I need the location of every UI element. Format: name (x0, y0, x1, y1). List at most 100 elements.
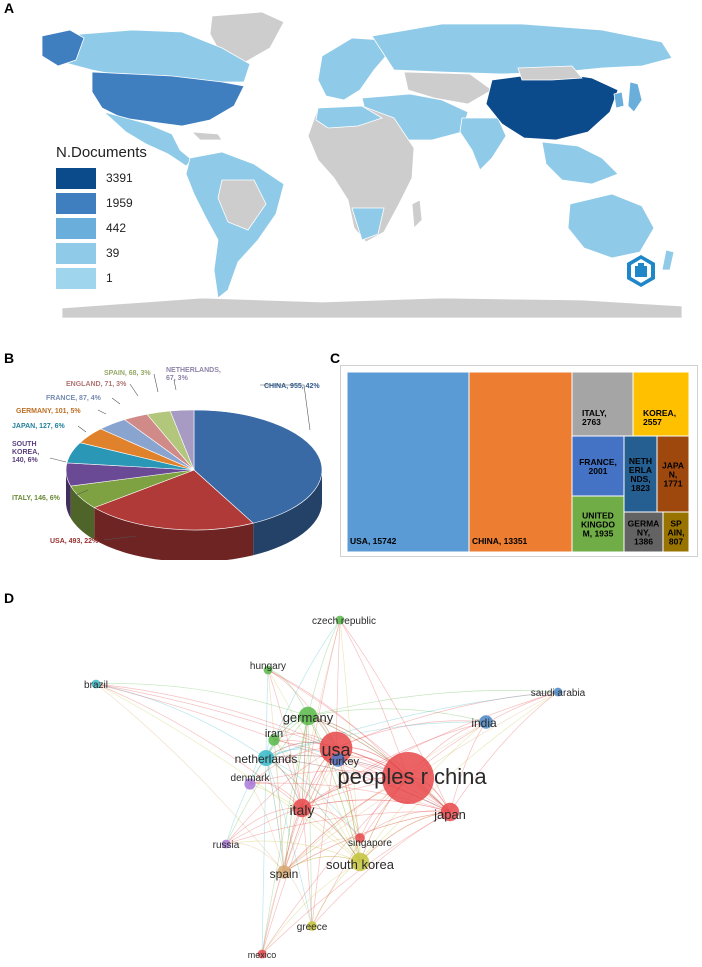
map-region-madagascar (411, 199, 423, 229)
network-edge (95, 683, 337, 749)
treemap-cell-9 (662, 511, 690, 553)
network-node-spain (277, 865, 291, 879)
network-edge (335, 619, 341, 749)
network-edge (273, 739, 361, 863)
treemap-chart: USA, 15742 CHINA, 13351 ITALY, 2763 KOREA, 25… (346, 371, 690, 553)
network-edge (95, 683, 285, 873)
network-node-usa (319, 731, 353, 765)
map-region-antarctica (61, 297, 683, 319)
pie-data-label: CHINA, 955, 42% (264, 383, 320, 390)
map-region-north-africa (315, 105, 383, 129)
network-edge (265, 669, 269, 759)
world-map (41, 11, 683, 319)
network-node-mexico (257, 949, 267, 959)
map-region-se-asia (541, 141, 619, 185)
treemap-cell-0 (346, 371, 470, 553)
network-node-saudi-arabia (553, 687, 563, 697)
network-edge (301, 721, 487, 809)
treemap-label: UNITED KINGDO M, 1935 (581, 511, 615, 539)
network-edge (265, 757, 313, 927)
map-region-usa (91, 71, 245, 127)
network-edge (261, 757, 267, 955)
network-edge (95, 683, 267, 759)
network-edge (267, 669, 303, 809)
pie-chart: CHINA, 955, 42% USA, 493, 22% ITALY, 146, … (12, 367, 323, 562)
network-node-label: usa (321, 740, 351, 760)
network-node-label: iran (265, 728, 283, 740)
network-node-label: india (471, 716, 497, 730)
network-node-label: singapore (348, 838, 392, 849)
network-edge (335, 691, 559, 749)
pie-data-label: SOUTH KOREA, 140, 6% (12, 441, 39, 464)
treemap-label: JAPA N, 1771 (662, 461, 684, 489)
treemap-panel: USA, 15742 CHINA, 13351 ITALY, 2763 KOREA, 25… (340, 365, 698, 557)
treemap-cell-6 (656, 435, 690, 513)
pie-chart-panel: CHINA, 955, 42% USA, 493, 22% ITALY, 146, … (4, 350, 339, 562)
map-region-russia (371, 23, 673, 75)
map-legend-swatch (56, 168, 96, 189)
network-edge (265, 757, 361, 839)
logo-icon (627, 255, 655, 287)
network-node-label: hungary (250, 661, 286, 672)
network-edge (359, 691, 559, 863)
network-edge (261, 861, 361, 955)
pie-slice-side (94, 507, 254, 562)
pie-slice-netherlands (169, 409, 195, 471)
network-node-denmark (244, 778, 256, 790)
network-edge (95, 683, 409, 779)
network-node-czech-republic (335, 615, 345, 625)
network-edge (307, 708, 487, 723)
pie-data-label: GERMANY, 101, 5% (16, 408, 81, 415)
network-edge (359, 811, 451, 863)
network-node-label: czech republic (312, 616, 376, 627)
network-edge (283, 811, 451, 873)
network-edge (283, 759, 339, 873)
network-node-singapore (355, 833, 365, 843)
network-node-label: italy (290, 802, 315, 818)
map-legend-label: 1 (106, 271, 113, 285)
map-legend-swatch (56, 243, 96, 264)
network-node-label: greece (297, 922, 328, 933)
network-edge (307, 715, 361, 863)
network-edge (307, 619, 341, 717)
map-legend-label: 1959 (106, 196, 133, 210)
network-node-label: russia (213, 840, 240, 851)
network-edge (267, 669, 361, 863)
network-node-label: denmark (231, 773, 271, 784)
network-node-india (479, 715, 493, 729)
treemap-cell-1 (468, 371, 573, 553)
network-edge (95, 683, 303, 809)
network-node-label: japan (433, 807, 466, 822)
network-edge (311, 811, 451, 927)
map-region-japan (627, 81, 643, 113)
network-edge (249, 783, 285, 873)
network-edge (261, 715, 309, 955)
pie-slice-side (66, 469, 71, 519)
network-edge (95, 683, 361, 863)
treemap-label: KOREA, 2557 (643, 408, 676, 427)
treemap-label: GERMA NY, 1386 (628, 519, 660, 547)
network-edge (261, 871, 285, 955)
pie-slice-usa (93, 469, 254, 531)
network-node-greece (307, 921, 317, 931)
network-edge (307, 715, 451, 813)
network-edge (301, 619, 341, 809)
pie-data-label: NETHERLANDS, 67, 3% (166, 367, 221, 382)
network-node-italy (292, 798, 312, 818)
pie-leader-line (260, 384, 311, 431)
pie-leader-line (73, 489, 89, 497)
network-edge (265, 757, 361, 863)
network-node-label: mexico (248, 950, 277, 960)
map-region-greenland (209, 11, 285, 65)
network-edge (265, 757, 285, 873)
network-edge (225, 842, 285, 873)
treemap-cell-4 (571, 435, 625, 497)
map-legend-title: N.Documents (56, 144, 147, 161)
pie-data-label: JAPAN, 127, 6% (12, 423, 66, 430)
pie-leader-line (153, 373, 159, 393)
map-region-mongolia (517, 65, 583, 81)
map-region-china (485, 71, 619, 141)
network-node-netherlands (258, 750, 274, 766)
map-region-alaska (41, 29, 85, 67)
network-edge (449, 691, 559, 813)
